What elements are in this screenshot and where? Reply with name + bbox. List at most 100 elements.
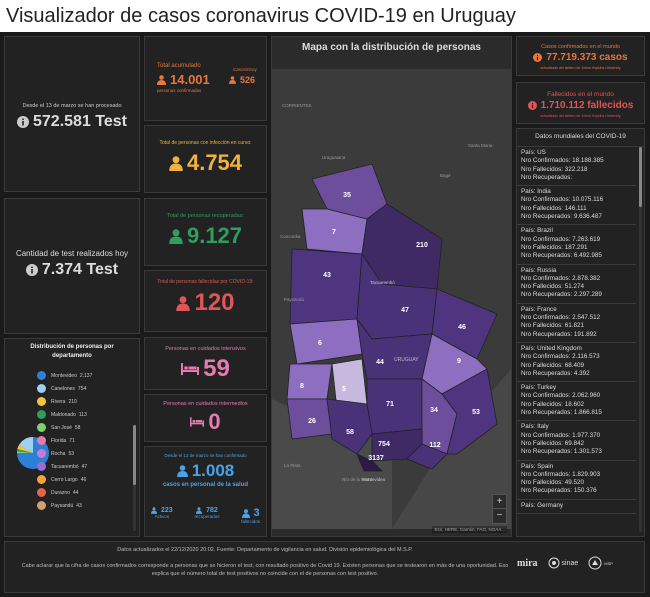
legend-item[interactable]: Durazno 44 [31,486,131,499]
world-list-scrollbar-thumb[interactable] [639,147,642,207]
title-bar: Visualizador de casos coronavirus COVID-… [0,0,650,32]
legend-name: Paysandú [51,502,74,509]
country-country: País: Germany [521,501,563,509]
region-value: 71 [386,401,394,408]
page-title: Visualizador de casos coronavirus COVID-… [6,5,516,27]
legend-value: 46 [80,476,87,483]
health-staff-caption: Desde el 13 de marzo se han confirmado [164,453,247,458]
person-icon [241,508,250,518]
region-value: 53 [472,409,480,416]
region-value: 5 [342,386,346,393]
country-recovered: Nro Recuperados: 6.492.985 [521,252,602,260]
person-icon [229,76,236,84]
legend-item[interactable]: Maldonado 113 [31,408,131,421]
region-value: 8 [300,383,304,390]
country-entry[interactable]: País: US Nro Confirmados: 18.188.385 Nro F… [517,147,636,187]
distribution-panel: Distribución de personas por departament… [4,338,140,537]
region-value: 112 [429,442,440,449]
active-value: 4.754 [186,150,243,175]
legend-value: 53 [68,450,75,457]
legend-color-dot [37,449,46,458]
map-place-label: Tacuarembó [370,280,395,285]
country-country: País: Russia [521,266,557,274]
intermediate-panel: Personas en cuidados intermedios 0 [144,394,267,442]
world-list-title: Datos mundiales del COVID-19 [517,129,644,147]
country-confirmed: Nro Confirmados: 18.188.385 [521,157,604,165]
msp-logo: MSP [604,560,613,566]
country-confirmed: Nro Confirmados: 2.878.382 [521,274,601,282]
intermediate-value: 0 [208,409,221,434]
legend-color-dot [37,475,46,484]
world-deaths-sub: actualizado del tablero de Johns Hopkins… [540,114,621,118]
country-entry[interactable]: País: France Nro Confirmados: 2.547.512 Nr… [517,304,636,343]
cumulative-panel: Total acumulado 14.001 personas confirma… [144,36,267,121]
legend-item[interactable]: Cerro Largo 46 [31,473,131,486]
sinae-logo-icon [548,557,560,569]
country-entry[interactable]: País: Italy Nro Confirmados: 1.977.370 Nro… [517,421,636,461]
cases-today-label: Casos\nhoy [233,67,257,72]
zoom-in-button[interactable]: + [493,495,506,509]
legend-item[interactable]: San José 58 [31,421,131,434]
legend-color-dot [37,488,46,497]
legend-name: Montevideo [51,372,77,379]
region-soriano[interactable] [286,363,333,400]
map-place-label: Santa Maria [468,143,493,148]
uruguay-map[interactable]: CORRIENTES Uruguaiana Concordia Tacuarem… [272,69,511,529]
region-montevideo[interactable] [356,453,383,472]
legend-name: Canelones [51,385,75,392]
legend-color-dot [37,371,46,380]
country-entry[interactable]: País: Turkey Nro Confirmados: 2.062.960 Nr… [517,382,636,422]
country-recovered: Nro Recuperados: 191.892 [521,330,597,338]
legend-item[interactable]: Rivera 210 [31,395,131,408]
country-entry[interactable]: País: Brazil Nro Confirmados: 7.263.619 Nr… [517,225,636,265]
region-rocha[interactable] [441,368,498,455]
country-entry[interactable]: País: Spain Nro Confirmados: 1.829.903 Nro… [517,461,636,500]
country-country: País: United Kingdom [521,344,582,352]
legend-item[interactable]: Canelones 754 [31,382,131,395]
legend-name: Cerro Largo [51,476,78,483]
legend-item[interactable]: Montevideo 2.137 [31,369,131,382]
region-maldonado[interactable] [406,443,448,470]
legend-scrollbar-thumb[interactable] [133,425,136,485]
region-value: 3137 [368,455,384,462]
zoom-controls: + − [492,494,507,524]
country-entry[interactable]: País: United Kingdom Nro Confirmados: 2.1… [517,343,636,383]
country-entry[interactable]: País: India Nro Confirmados: 10.075.116 Nr… [517,186,636,226]
legend-name: Florida [51,437,67,444]
country-entry[interactable]: País: Germany [517,500,636,514]
legend-name: Rivera [51,398,66,405]
legend-value: 44 [72,489,79,496]
legend-name: San José [51,424,72,431]
region-san-jose[interactable] [326,398,373,455]
legend-item[interactable]: Tacuarembó 47 [31,460,131,473]
legend-value: 71 [69,437,75,444]
legend-item[interactable]: Florida 71 [31,434,131,447]
legend-list: Montevideo 2.137 Canelones 754 Rivera 210 Mald… [31,369,131,512]
map-attribution: Esri, HERE, Garmin, FAO, NOAA... [432,526,507,533]
zoom-out-button[interactable]: − [496,510,503,521]
health-staff-recovered: 782 recuperados [194,507,219,524]
legend-color-dot [37,436,46,445]
legend-item[interactable]: Paysandú 43 [31,499,131,512]
country-country: País: France [521,305,557,313]
country-confirmed: Nro Confirmados: 10.075.116 [521,196,604,204]
tests-today-value: 7.374 Test [41,261,119,278]
region-paysandu[interactable] [289,248,363,325]
intermediate-label: Personas en cuidados intermedios [163,401,248,407]
region-florida[interactable] [366,378,423,435]
region-value: 9 [457,358,461,365]
icu-value: 59 [203,355,230,382]
health-staff-recovered-label: recuperados [194,514,220,519]
world-list-scrollbar[interactable] [639,147,642,532]
country-entry[interactable]: País: Russia Nro Confirmados: 2.878.382 Nr… [517,265,636,304]
legend-item[interactable]: Rocha 53 [31,447,131,460]
person-icon [169,155,183,171]
map-place-label: CORRIENTES [282,103,312,108]
legend-name: Tacuarembó [51,463,79,470]
country-country: País: US [521,149,546,156]
country-recovered: Nro Recuperados: 1.866.815 [521,409,602,417]
deceased-label: Total de personas fallecidas por COVID-1… [157,279,254,285]
legend-value: 58 [74,424,81,431]
cases-today-value: 526 [240,75,256,85]
info-icon [25,264,38,276]
